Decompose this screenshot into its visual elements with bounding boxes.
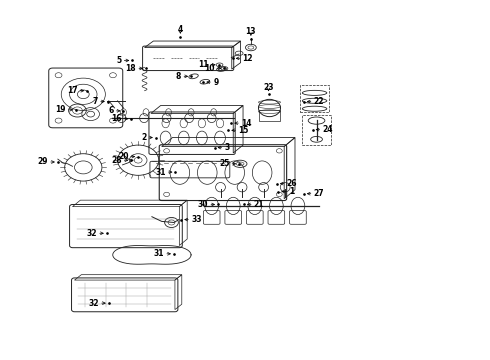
Text: 31: 31 [155,167,166,176]
Text: 4: 4 [178,25,183,34]
Text: 8: 8 [176,72,181,81]
Text: 14: 14 [241,118,251,127]
Text: 19: 19 [56,105,66,114]
Text: 30: 30 [198,200,208,209]
Text: 12: 12 [243,54,253,63]
Text: 27: 27 [314,189,324,198]
Text: 7: 7 [93,97,98,106]
Bar [302,115,331,145]
Text: 23: 23 [263,83,274,91]
Text: 1: 1 [289,187,294,196]
Text: 3: 3 [224,143,230,152]
Text: 5: 5 [117,56,122,65]
Text: 28: 28 [111,156,122,165]
Text: 20: 20 [118,152,128,161]
Text: 17: 17 [67,86,77,95]
Text: 25: 25 [219,159,229,168]
Bar [300,85,329,112]
Text: 31: 31 [154,249,164,258]
Text: 13: 13 [245,27,256,36]
Text: 33: 33 [191,215,201,224]
Text: 16: 16 [111,114,122,123]
Text: 2: 2 [142,133,147,142]
Text: 32: 32 [89,299,99,307]
Text: 18: 18 [125,64,136,73]
Text: 10: 10 [204,64,215,73]
Text: 24: 24 [322,125,333,134]
Text: 11: 11 [198,60,209,69]
Text: 22: 22 [314,97,324,106]
Text: 32: 32 [87,229,97,238]
Text: 26: 26 [287,179,297,188]
Text: 9: 9 [213,77,219,86]
Text: 21: 21 [254,200,264,209]
Text: 15: 15 [238,126,248,135]
Bar [259,110,280,121]
Text: 6: 6 [108,107,114,115]
Text: 29: 29 [38,157,48,166]
